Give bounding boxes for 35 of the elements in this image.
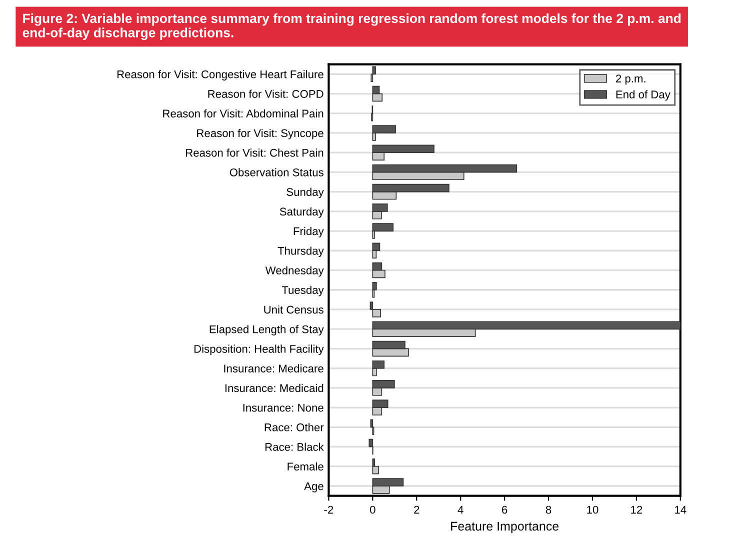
y-tick-label: Sunday — [286, 188, 324, 198]
chart-title: Figure 2: Variable importance summary from training regression random forest models for the 2 p.m. and end-of-day discharge predictions. — [22, 13, 681, 40]
y-tick-label: Saturday — [280, 207, 324, 218]
x-tick-label: 12 — [631, 506, 642, 514]
y-tick-label: Tuesday — [282, 286, 324, 296]
y-tick-label: Race: Other — [264, 423, 324, 432]
y-tick-label: Elapsed Length of Stay — [210, 325, 324, 336]
legend-label: End of Day — [616, 90, 670, 101]
legend-label: 2 p.m. — [616, 74, 646, 85]
y-tick-label: Insurance: None — [243, 404, 324, 412]
y-tick-label: Reason for Visit: Congestive Heart Failure — [117, 70, 324, 80]
y-tick-label: Reason for Visit: COPD — [208, 90, 324, 98]
y-tick-label: Friday — [294, 227, 324, 238]
x-tick-label: 2 — [414, 506, 420, 514]
y-tick-label: Thursday — [278, 246, 324, 257]
y-tick-label: Reason for Visit: Syncope — [197, 128, 324, 140]
x-tick-label: 8 — [546, 506, 552, 514]
y-tick-label: Reason for Visit: Abdominal Pain — [163, 109, 324, 118]
x-tick-label: 6 — [502, 506, 508, 514]
y-tick-label: Insurance: Medicaid — [225, 384, 324, 392]
y-tick-label: Age — [304, 482, 324, 492]
y-tick-label: Reason for Visit: Chest Pain — [186, 148, 324, 157]
y-tick-label: Unit Census — [264, 305, 324, 314]
x-axis-title: Feature Importance — [451, 522, 559, 534]
x-tick-label: 10 — [587, 506, 598, 514]
x-tick-label: -2 — [324, 506, 334, 514]
x-tick-label: 0 — [370, 506, 376, 514]
x-tick-label: 14 — [675, 506, 686, 514]
y-tick-label: Wednesday — [265, 266, 324, 277]
y-tick-label: Female — [288, 462, 324, 471]
y-tick-label: Observation Status — [230, 168, 324, 176]
x-tick-label: 4 — [458, 506, 464, 514]
y-tick-label: Disposition: Health Facility — [194, 344, 324, 356]
y-tick-label: Insurance: Medicare — [224, 364, 324, 372]
y-tick-label: Race: Black — [265, 442, 324, 451]
